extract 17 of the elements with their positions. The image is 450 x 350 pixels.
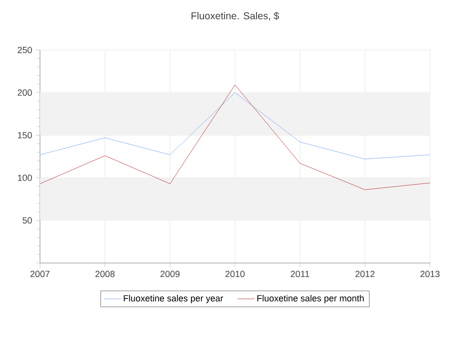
x-tick-label: 2010 — [225, 270, 245, 278]
legend-label: Fluoxetine sales per year — [124, 294, 224, 304]
x-tick-label: 2013 — [420, 270, 440, 278]
y-tick-label: 250 — [18, 46, 32, 54]
chart-title: Fluoxetine. Sales, $ — [192, 12, 280, 21]
line-series — [40, 92, 430, 160]
line-series — [40, 84, 430, 190]
x-tick-label: 2012 — [355, 270, 375, 278]
y-tick-label: 100 — [18, 174, 32, 181]
x-tick-label: 2011 — [290, 270, 310, 278]
x-tick-label: 2007 — [30, 270, 50, 278]
y-tick-label: 200 — [18, 89, 32, 96]
x-tick-label: 2009 — [160, 270, 180, 278]
legend-label: Fluoxetine sales per month — [257, 294, 364, 304]
y-tick-label: 150 — [18, 132, 32, 138]
x-tick-label: 2008 — [95, 270, 115, 278]
y-tick-label: 50 — [22, 217, 32, 224]
